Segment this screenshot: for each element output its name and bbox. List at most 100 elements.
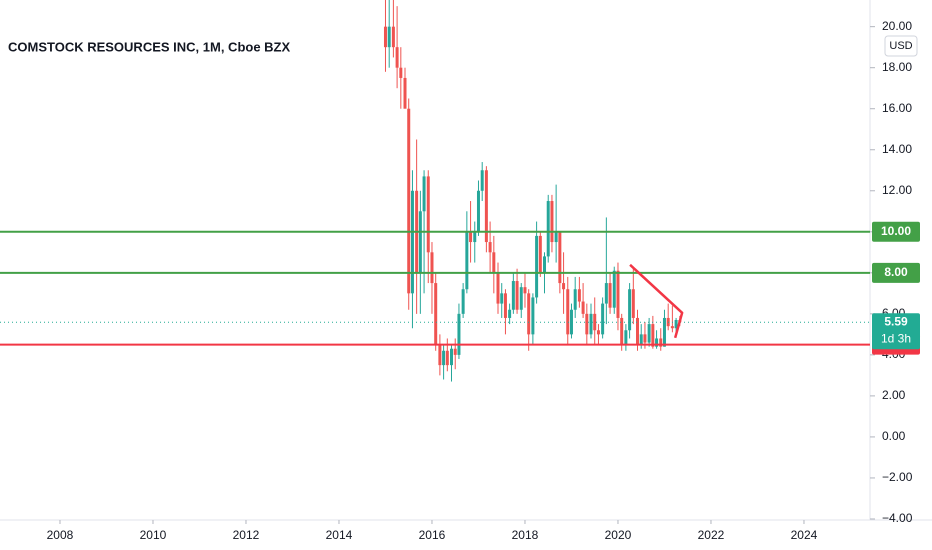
currency-box[interactable] (884, 35, 918, 57)
candle-body (457, 313, 461, 355)
candle-body (546, 201, 550, 257)
level-price-box (872, 262, 920, 283)
candle-body (624, 330, 628, 345)
candle-body (418, 211, 422, 273)
chart-title: COMSTOCK RESOURCES INC, 1M, Cboe BZX (8, 39, 291, 54)
level-price-box (872, 221, 920, 242)
level-price-label: 8.00 (884, 265, 908, 279)
candle-body (531, 297, 535, 335)
y-tick-label: 0.00 (882, 429, 906, 443)
candle-body (601, 303, 605, 335)
candle-body (484, 170, 488, 243)
x-tick-label: 2018 (512, 528, 539, 542)
candle-body (461, 289, 465, 314)
candle-body (550, 201, 554, 243)
candle-body (569, 309, 573, 335)
candle-body (523, 287, 527, 294)
y-tick-label: 12.00 (882, 183, 912, 197)
candle-body (503, 293, 507, 318)
candle-body (511, 281, 515, 310)
y-tick-label: 18.00 (882, 60, 912, 74)
candle-body (604, 283, 608, 304)
candle-body (488, 242, 492, 253)
candle-body (543, 256, 547, 273)
candle-body (659, 338, 663, 347)
candle-body (639, 334, 643, 345)
candle-body (383, 26, 387, 48)
y-tick-label: 14.00 (882, 142, 912, 156)
candle-body (558, 231, 562, 284)
x-tick-label: 2024 (791, 528, 818, 542)
candle-body (616, 270, 620, 318)
candle-body (422, 176, 426, 212)
x-tick-label: 2020 (605, 528, 632, 542)
candle-body (480, 170, 484, 191)
candle-body (500, 293, 504, 304)
candle-body (589, 313, 593, 335)
candle-body (527, 293, 531, 335)
candle-body (476, 190, 480, 232)
candle-body (674, 320, 678, 329)
candle-body (445, 350, 449, 366)
candle-body (469, 231, 473, 243)
candle-body (519, 287, 523, 310)
axes: 2008 2010 2012 2014 2016 2018 2020 2022 2024 20.0… (47, 19, 920, 542)
candle-body (426, 176, 430, 253)
candle-body (515, 281, 519, 310)
candle-body (647, 324, 651, 343)
candle-body (430, 252, 434, 284)
candle-body (655, 338, 659, 347)
x-tick-label: 2012 (233, 528, 260, 542)
level-price-label: 10.00 (881, 224, 911, 238)
candle-body (538, 235, 542, 273)
candle-body (535, 235, 539, 298)
y-tick-label: 16.00 (882, 101, 912, 115)
candle-body (581, 301, 585, 314)
candle-body (631, 289, 635, 318)
candle-body (410, 190, 414, 294)
candle-body (554, 231, 558, 243)
currency[interactable]: USD (889, 40, 912, 52)
candle-body (562, 283, 566, 290)
countdown: 1d 3h (881, 331, 911, 345)
candle-body (395, 47, 399, 68)
candle-body (387, 26, 391, 48)
x-tick-label: 2016 (419, 528, 446, 542)
y-tick-label: 2.00 (882, 388, 906, 402)
candle-body (407, 108, 411, 294)
x-tick-label: 2008 (47, 528, 74, 542)
x-tick-label: 2022 (698, 528, 725, 542)
candle-body (577, 289, 581, 302)
candle-body (593, 313, 597, 331)
candle-body (450, 348, 454, 366)
candle-body (403, 77, 407, 109)
candle-body (391, 26, 395, 48)
candle-body (399, 67, 403, 78)
candle-body (438, 344, 442, 366)
plot-area (0, 0, 870, 382)
candle-body (465, 231, 469, 290)
candle-body (662, 317, 666, 347)
candle-body (496, 272, 500, 304)
candle-body (628, 289, 632, 331)
y-tick-label: −4.00 (882, 511, 913, 525)
candle-body (670, 326, 674, 329)
candle-body (643, 334, 647, 343)
trend-line (629, 263, 684, 339)
candle-body (636, 317, 640, 345)
last-price-label: 5.59 (884, 314, 908, 328)
candle-body (573, 289, 577, 310)
candle-body (651, 324, 655, 347)
candle-body (608, 283, 612, 308)
candle-body (492, 252, 496, 273)
x-tick-label: 2010 (140, 528, 167, 542)
candle-body (620, 317, 624, 345)
y-tick-label: −2.00 (882, 470, 913, 484)
candle-body (453, 348, 457, 355)
candle-body (473, 231, 477, 243)
x-tick-label: 2014 (326, 528, 353, 542)
candle-body (442, 350, 446, 366)
candle-body (612, 270, 616, 308)
candle-body (585, 313, 589, 335)
